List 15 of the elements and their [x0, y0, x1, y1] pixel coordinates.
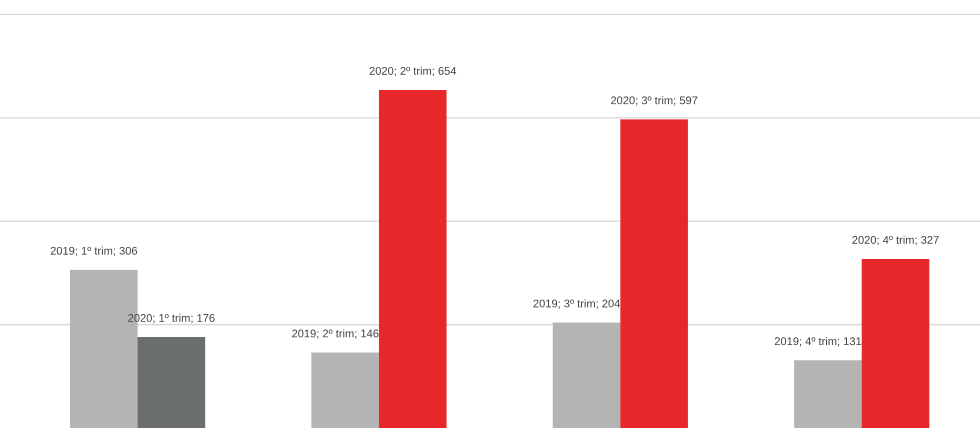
data-label: 2020; 2º trim; 654	[370, 66, 456, 76]
bar	[378, 90, 447, 428]
bar	[552, 322, 620, 428]
bar	[794, 360, 862, 428]
data-label: 2020; 3º trim; 597	[610, 96, 698, 106]
data-label: 2020; 1º trim; 176	[128, 314, 215, 324]
data-label: 2020; 4º trim; 327	[852, 236, 939, 246]
bar	[311, 352, 379, 428]
bar	[862, 258, 930, 428]
data-label: 2019; 1º trim; 306	[50, 246, 138, 256]
data-label: 2019; 3º trim; 204	[533, 299, 620, 309]
data-label: 2019; 4º trim; 131	[774, 337, 862, 346]
data-label: 2019; 2º trim; 146	[292, 329, 378, 339]
bar	[138, 337, 206, 428]
bar	[620, 119, 688, 428]
